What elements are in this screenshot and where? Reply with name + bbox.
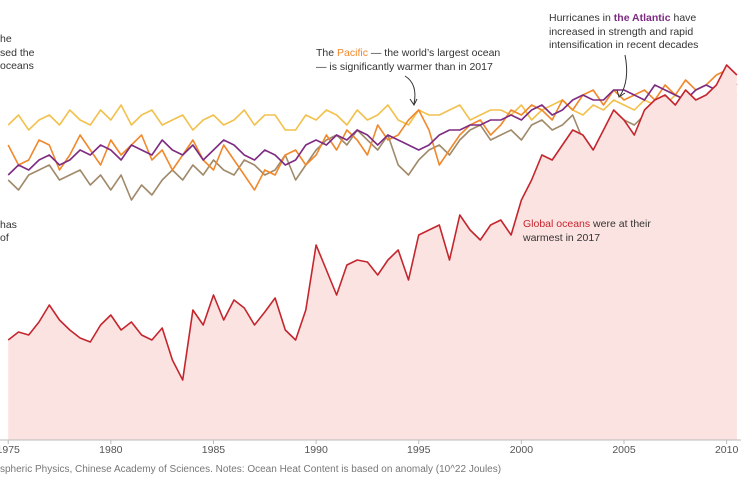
annotation: Hurricanes in the Atlantic have xyxy=(549,12,696,24)
annotation: warmest in 2017 xyxy=(522,232,600,244)
annotation-left: he sed the oceans has of xyxy=(0,33,35,244)
x-tick-label: 1985 xyxy=(202,444,226,456)
x-tick-label: 1975 xyxy=(0,444,20,456)
annotation-text: Hurricanes in xyxy=(549,12,614,24)
annotation-text: were at their xyxy=(590,218,651,230)
arrow xyxy=(619,54,628,97)
annotation-text: — the world’s largest ocean xyxy=(368,47,500,59)
x-tick-label: 1995 xyxy=(407,444,431,456)
annotation-atlantic: Hurricanes in the Atlantic have increase… xyxy=(549,12,698,98)
line xyxy=(7,64,738,381)
annotation: he xyxy=(0,33,12,45)
annotation: has xyxy=(0,219,17,231)
plot-area xyxy=(7,64,738,440)
x-tick-label: 1980 xyxy=(99,444,123,456)
area xyxy=(8,65,737,440)
annotation-text: have xyxy=(671,12,697,24)
annotation: intensification in recent decades xyxy=(549,39,698,51)
annotation: — is significantly warmer than in 2017 xyxy=(316,61,493,73)
annotation: of xyxy=(0,232,9,244)
footer: spheric Physics, Chinese Academy of Scie… xyxy=(0,464,501,475)
x-tick-label: 1990 xyxy=(304,444,328,456)
annotation: sed the xyxy=(0,47,35,59)
annotation: increased in strength and rapid xyxy=(549,26,693,38)
annotation-highlight: the Atlantic xyxy=(614,12,671,24)
annotation-highlight: Global oceans xyxy=(523,218,590,230)
annotation-pacific: The Pacific — the world’s largest ocean … xyxy=(316,47,500,106)
x-tick-label: 2000 xyxy=(510,444,534,456)
annotation: oceans xyxy=(0,60,34,72)
line xyxy=(7,89,738,131)
arrowhead xyxy=(409,98,418,106)
annotation: Global oceans were at their xyxy=(523,218,651,230)
annotation-global: Global oceans were at their warmest in 2… xyxy=(522,218,651,244)
annotation: The Pacific — the world’s largest ocean xyxy=(316,47,500,59)
x-tick-label: 2010 xyxy=(715,444,739,456)
line xyxy=(7,79,738,176)
annotation-highlight: Pacific xyxy=(337,47,368,59)
annotation-text: The xyxy=(316,47,337,59)
arrow xyxy=(404,75,416,105)
arrowhead xyxy=(616,89,626,98)
x-tick-label: 2005 xyxy=(612,444,636,456)
